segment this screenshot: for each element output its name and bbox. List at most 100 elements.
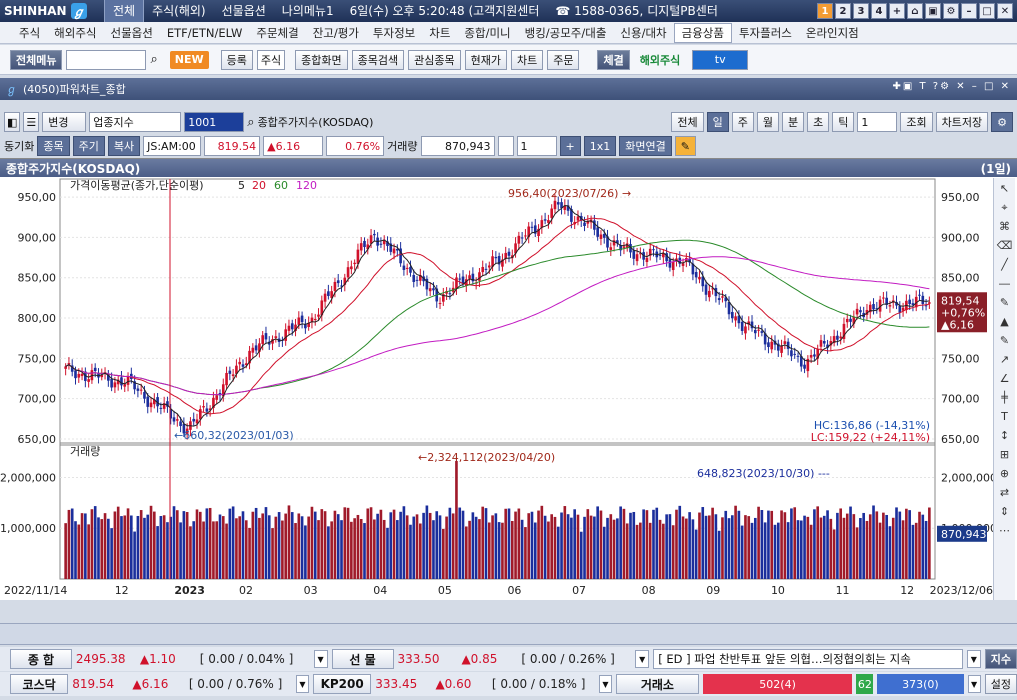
top-nav-overseas[interactable]: 주식(해외) — [152, 4, 206, 18]
menu-futures[interactable]: 선물옵션 — [110, 25, 153, 40]
ray-icon[interactable]: ↗ — [999, 353, 1010, 366]
menu-online[interactable]: 온라인지점 — [805, 25, 859, 40]
new-badge[interactable]: NEW — [169, 50, 209, 69]
sector-select[interactable]: 업종지수 — [89, 112, 182, 132]
tv-button[interactable]: tv — [692, 49, 749, 70]
current-price-button[interactable]: 현재가 — [464, 49, 507, 70]
menu-info[interactable]: 투자정보 — [372, 25, 416, 40]
tool-pen-icon[interactable]: ✎ — [999, 334, 1010, 347]
change-select[interactable]: 변경 — [42, 112, 87, 132]
news-dropdown-icon[interactable]: ▼ — [966, 650, 981, 668]
period-all-button[interactable]: 전체 — [671, 112, 704, 132]
kp200-dropdown-icon[interactable]: ▼ — [598, 675, 613, 693]
screen-link-button[interactable]: 화면연결 — [619, 136, 672, 156]
menu-orders[interactable]: 주문체결 — [256, 25, 299, 40]
menu-balance[interactable]: 잔고/평가 — [312, 25, 359, 40]
summary-button[interactable]: 종합화면 — [295, 49, 348, 70]
split-icon[interactable]: ⇄ — [999, 486, 1010, 499]
scale-icon[interactable]: ⇕ — [999, 505, 1010, 518]
top-nav-mymenu[interactable]: 나의메뉴1 — [281, 4, 334, 18]
checkbox[interactable] — [497, 136, 514, 156]
top-nav-all[interactable]: 전체 — [104, 0, 145, 23]
settings-icon[interactable]: ⚙ — [943, 3, 959, 19]
chart-area[interactable]: 종합주가지수(KOSDAQ) (1일) 950,00 950,00 900,00 90… — [0, 158, 1017, 600]
crosshair-icon[interactable]: ⌖ — [1001, 200, 1008, 214]
price-chart-svg[interactable]: 950,00 950,00 900,00 900,00 850,00 850,00 800,… — [0, 177, 993, 601]
zoom-icon[interactable]: ⊕ — [999, 467, 1010, 480]
exchange-dropdown-icon[interactable]: ▼ — [967, 675, 981, 693]
all-icon[interactable]: ⌘ — [999, 220, 1010, 233]
fib-icon[interactable]: ∠ — [999, 372, 1010, 385]
exec-button[interactable]: 체결 — [597, 49, 630, 70]
pencil-icon[interactable]: ✎ — [674, 136, 696, 156]
period-month-button[interactable]: 월 — [756, 112, 780, 132]
lookup-button[interactable]: 조회 — [900, 112, 933, 132]
top-nav-futures[interactable]: 선물옵션 — [221, 4, 266, 18]
add-icon[interactable]: + — [559, 136, 581, 156]
period-minute-button[interactable]: 분 — [782, 112, 805, 132]
period-second-button[interactable]: 초 — [807, 112, 830, 132]
page-3-button[interactable]: 3 — [853, 3, 869, 19]
menu-plus[interactable]: 투자플러스 — [738, 25, 792, 40]
horizontal-line-icon[interactable]: ― — [999, 277, 1010, 290]
page-2-button[interactable]: 2 — [835, 3, 851, 19]
menu-stocks[interactable]: 주식 — [19, 25, 41, 40]
order-button[interactable]: 주문 — [547, 49, 580, 70]
maximize-icon[interactable]: □ — [979, 3, 995, 19]
menu-etf[interactable]: ETF/ETN/ELW — [166, 25, 243, 40]
category-select[interactable]: 주식 — [256, 49, 286, 70]
panel-toggle-icon[interactable]: ◧ — [4, 112, 21, 132]
eraser-icon[interactable]: ⌫ — [996, 239, 1013, 252]
kosdaq-dropdown-icon[interactable]: ▼ — [295, 675, 310, 693]
layout-icon[interactable]: ☰ — [23, 112, 40, 132]
chart-button[interactable]: 차트 — [510, 49, 544, 70]
home-icon[interactable]: ⌂ — [907, 3, 923, 19]
menu-banking[interactable]: 뱅킹/공모주/대출 — [524, 25, 607, 40]
menu-mini[interactable]: 종합/미니 — [464, 25, 511, 40]
cursor-icon[interactable]: ↖ — [999, 182, 1010, 195]
period-day-button[interactable]: 일 — [706, 112, 729, 132]
stock-search-button[interactable]: 종목검색 — [351, 49, 405, 70]
composite-dropdown-icon[interactable]: ▼ — [313, 650, 328, 668]
close-icon[interactable]: ✕ — [997, 3, 1013, 19]
grid-icon[interactable]: ⊞ — [999, 448, 1010, 461]
register-button[interactable]: 등록 — [220, 49, 253, 70]
channel-icon[interactable]: ╪ — [1001, 391, 1008, 404]
line-icon[interactable]: ╱ — [1001, 258, 1008, 271]
settings-icon[interactable]: ⚙ — [991, 112, 1013, 132]
menu-search-input[interactable] — [66, 49, 147, 70]
count-input[interactable]: 1 — [857, 112, 898, 132]
all-menu-button[interactable]: 전체메뉴 — [10, 49, 63, 70]
futures-dropdown-icon[interactable]: ▼ — [635, 650, 650, 668]
page-1-button[interactable]: 1 — [817, 3, 833, 19]
menu-overseas[interactable]: 해외주식 — [54, 25, 97, 40]
watchlist-button[interactable]: 관심종목 — [408, 49, 461, 70]
pen-icon[interactable]: ✎ — [999, 296, 1010, 309]
period-week-button[interactable]: 주 — [731, 112, 754, 132]
ratio-button[interactable]: 1x1 — [583, 136, 617, 156]
menu-financial[interactable]: 금융상품 — [673, 22, 732, 43]
lock-icon[interactable]: ▣ — [925, 3, 941, 19]
tab-item[interactable]: 종목 — [37, 136, 70, 156]
page-add-button[interactable]: + — [889, 3, 905, 19]
unit-select[interactable]: 1 — [516, 136, 557, 156]
save-chart-button[interactable]: 차트저장 — [935, 112, 989, 132]
news-ticker[interactable]: [ ED ] 파업 찬반투표 앞둔 의협…의정협의회는 지속 — [653, 649, 963, 669]
period-tick-button[interactable]: 틱 — [832, 112, 855, 132]
tab-copy[interactable]: 복사 — [107, 136, 141, 156]
menu-credit[interactable]: 신용/대차 — [620, 25, 667, 40]
search-icon[interactable]: ⌕ — [150, 52, 158, 67]
minimize-icon[interactable]: – — [961, 3, 977, 19]
menu-chart[interactable]: 차트 — [429, 25, 451, 40]
text-icon[interactable]: T — [1001, 410, 1008, 423]
index-button[interactable]: 지수 — [984, 649, 1017, 669]
search-icon[interactable]: ⌕ — [247, 114, 255, 130]
settings-button[interactable]: 설정 — [984, 674, 1017, 694]
arrow-icon[interactable]: ↕ — [999, 429, 1010, 442]
marker-icon[interactable]: ▲ — [1000, 315, 1009, 328]
code-input[interactable]: 1001 — [184, 112, 245, 132]
more-icon[interactable]: ⋯ — [999, 524, 1010, 537]
overseas-stock-link[interactable]: 해외주식 — [639, 53, 681, 67]
tab-weekly[interactable]: 주기 — [72, 136, 105, 156]
window-controls[interactable]: ✚▣ T ?⚙ ✕ – □ ✕ — [892, 81, 1011, 92]
